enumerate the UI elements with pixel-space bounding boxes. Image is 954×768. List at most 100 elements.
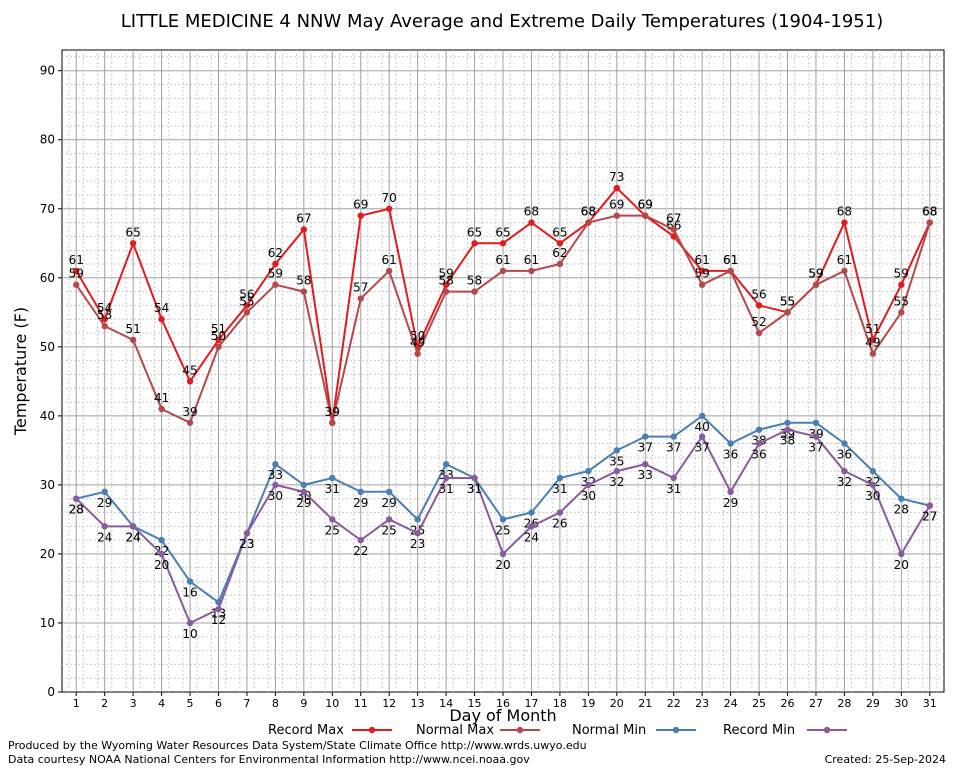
- data-point: [841, 267, 848, 275]
- data-point: [784, 419, 791, 426]
- x-tick-label: 28: [837, 697, 851, 710]
- data-point: [556, 474, 564, 482]
- data-point: [272, 281, 279, 288]
- data-point: [926, 502, 933, 509]
- x-tick-label: 24: [724, 697, 738, 710]
- x-tick-label: 21: [638, 697, 652, 710]
- data-label: 69: [638, 198, 653, 212]
- legend: Record Max Normal Max Normal Min Record Min: [268, 723, 847, 738]
- data-label: 67: [296, 211, 311, 225]
- data-point: [499, 550, 507, 558]
- legend-label-normal-min: Normal Min: [572, 723, 646, 738]
- data-point: [556, 509, 564, 516]
- data-label: 32: [837, 475, 852, 489]
- data-point: [385, 267, 393, 275]
- y-tick-label: 0: [47, 685, 55, 699]
- data-label: 68: [837, 205, 852, 219]
- data-label: 50: [410, 329, 425, 343]
- data-label: 69: [353, 198, 368, 212]
- data-label: 56: [751, 287, 766, 301]
- x-tick-label: 11: [354, 697, 368, 710]
- data-label: 58: [296, 274, 311, 288]
- x-tick-label: 4: [158, 697, 165, 710]
- footer-created-date: Created: 25-Sep-2024: [825, 753, 946, 766]
- data-point: [471, 474, 478, 482]
- data-point: [186, 419, 194, 426]
- data-point: [329, 419, 336, 426]
- data-point: [329, 516, 336, 523]
- data-label: 55: [780, 294, 795, 308]
- data-label: 30: [581, 489, 596, 503]
- data-point: [585, 481, 592, 489]
- data-label: 51: [865, 322, 880, 336]
- y-tick-label: 50: [40, 340, 55, 354]
- data-label: 31: [467, 482, 482, 496]
- data-point: [556, 240, 564, 247]
- data-label: 29: [382, 496, 397, 510]
- data-label: 68: [524, 205, 539, 219]
- x-tick-label: 5: [187, 697, 194, 710]
- data-point: [243, 302, 251, 309]
- data-label: 61: [524, 253, 539, 267]
- data-label: 33: [268, 468, 283, 482]
- data-label: 53: [97, 308, 112, 322]
- x-tick-label: 16: [496, 697, 510, 710]
- data-label: 30: [268, 489, 283, 503]
- data-point: [698, 267, 706, 275]
- data-point: [385, 488, 393, 496]
- data-point: [528, 267, 535, 275]
- data-point: [414, 516, 421, 523]
- data-label: 37: [808, 441, 823, 455]
- data-label: 58: [467, 274, 482, 288]
- data-point: [841, 440, 848, 447]
- data-label: 38: [780, 434, 795, 448]
- x-tick-label: 10: [325, 697, 339, 710]
- data-point: [727, 440, 734, 447]
- data-point: [215, 336, 222, 344]
- data-label: 55: [894, 294, 909, 308]
- data-label: 55: [239, 294, 254, 308]
- legend-label-normal-max: Normal Max: [416, 723, 494, 738]
- data-label: 61: [382, 253, 397, 267]
- data-label: 37: [695, 441, 710, 455]
- data-label: 31: [438, 482, 453, 496]
- data-point: [300, 481, 308, 489]
- data-label: 32: [609, 475, 624, 489]
- data-label: 28: [69, 503, 84, 517]
- data-point: [642, 212, 649, 219]
- data-label: 33: [638, 468, 653, 482]
- data-point: [129, 523, 137, 530]
- chart-title: LITTLE MEDICINE 4 NNW May Average and Ex…: [121, 11, 883, 32]
- data-point: [215, 605, 222, 613]
- data-point: [101, 322, 108, 330]
- data-label: 52: [751, 315, 766, 329]
- x-tick-label: 17: [524, 697, 538, 710]
- data-point: [898, 550, 905, 558]
- legend-label-record-max: Record Max: [268, 723, 344, 738]
- data-point: [357, 212, 364, 219]
- data-label: 51: [125, 322, 140, 336]
- data-label: 24: [524, 530, 539, 544]
- data-point: [585, 219, 592, 226]
- data-label: 59: [808, 267, 823, 281]
- data-label: 61: [723, 253, 738, 267]
- data-point: [186, 578, 194, 585]
- data-point: [670, 233, 677, 240]
- data-point: [129, 240, 137, 247]
- data-point: [101, 488, 108, 496]
- data-label: 49: [410, 336, 425, 350]
- data-point: [642, 433, 649, 440]
- data-point: [755, 426, 763, 433]
- data-point: [158, 536, 165, 544]
- data-point: [755, 329, 763, 337]
- data-point: [158, 405, 165, 413]
- data-label: 23: [410, 537, 425, 551]
- data-point: [869, 467, 877, 475]
- data-label: 59: [894, 267, 909, 281]
- data-label: 40: [695, 420, 710, 434]
- data-label: 50: [211, 329, 226, 343]
- legend-swatch-marker: [516, 726, 524, 734]
- data-point: [869, 350, 877, 357]
- x-tick-label: 30: [894, 697, 908, 710]
